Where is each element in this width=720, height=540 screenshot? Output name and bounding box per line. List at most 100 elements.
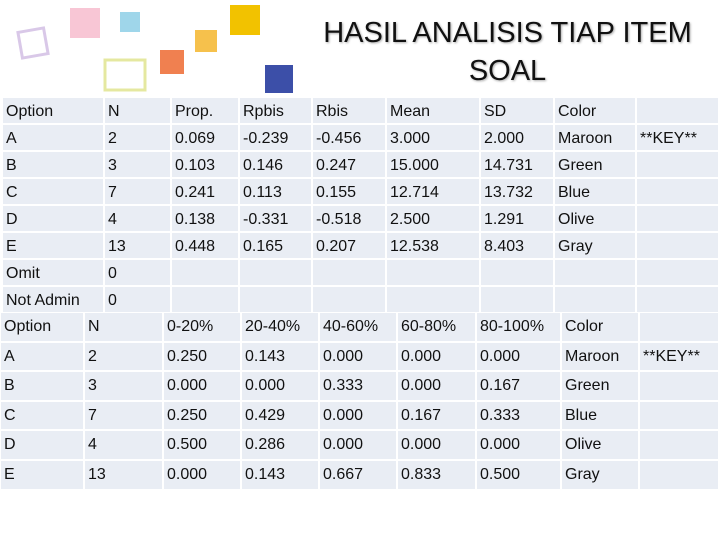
- header-cell: 20-40%: [245, 318, 301, 335]
- table-cell: A: [6, 130, 17, 147]
- cell-background: [481, 125, 553, 150]
- table-cell: Gray: [558, 238, 593, 255]
- table-cell: 0.113: [243, 184, 282, 201]
- cell-background: [1, 372, 83, 400]
- cell-background: [477, 313, 560, 341]
- table-cell: 0.167: [401, 406, 442, 424]
- cell-background: [398, 401, 475, 430]
- table-cell: Gray: [565, 466, 600, 483]
- header-cell: Rpbis: [243, 103, 284, 120]
- cell-background: [240, 287, 311, 312]
- cell-background: [1, 431, 83, 459]
- header-cell: Option: [6, 103, 54, 120]
- cell-background: [481, 260, 553, 285]
- cell-background: [3, 260, 103, 285]
- table-cell: 2: [88, 347, 97, 365]
- table-cell: 3.000: [390, 130, 431, 147]
- cell-background: [242, 372, 318, 400]
- cell-background: [172, 206, 238, 231]
- table-cell: Blue: [565, 406, 598, 424]
- table-cell: E: [4, 466, 15, 483]
- cell-background: [172, 179, 238, 204]
- cell-background: [85, 461, 162, 489]
- table-cell: 0.146: [243, 157, 284, 174]
- table-cell: 0.500: [167, 436, 208, 454]
- cell-background: [242, 401, 318, 430]
- cell-background: [105, 152, 170, 177]
- cell-background: [481, 287, 553, 312]
- cell-background: [164, 372, 240, 400]
- cell-background: [240, 152, 311, 177]
- table-cell: 13: [108, 238, 126, 255]
- table-cell: 0.333: [323, 377, 364, 395]
- cell-background: [105, 206, 170, 231]
- cell-background: [172, 125, 238, 150]
- table-cell: 3: [108, 157, 117, 174]
- cell-background: [562, 372, 638, 400]
- cell-background: [313, 179, 385, 204]
- cell-background: [320, 461, 396, 489]
- cell-background: [562, 342, 638, 371]
- cell-background: [481, 179, 553, 204]
- table-cell: 7: [108, 184, 117, 201]
- cell-background: [172, 98, 238, 123]
- header-cell: Color: [565, 318, 604, 335]
- cell-background: [240, 206, 311, 231]
- table-cell: 2.500: [390, 211, 431, 228]
- cell-background: [164, 431, 240, 459]
- header-cell: 40-60%: [323, 318, 379, 335]
- cell-background: [562, 313, 638, 341]
- cell-background: [313, 152, 385, 177]
- cell-background: [637, 98, 718, 123]
- cell-background: [387, 179, 479, 204]
- table-cell: 0.250: [167, 406, 208, 424]
- table-cell: 0: [108, 292, 117, 309]
- table-cell: 0.000: [480, 436, 521, 454]
- cell-background: [477, 342, 560, 371]
- cell-background: [105, 287, 170, 312]
- table-cell: 0.833: [401, 466, 442, 483]
- cell-background: [477, 401, 560, 430]
- header-cell: 80-100%: [480, 318, 545, 335]
- table-cell: 0.167: [480, 377, 521, 395]
- cell-background: [240, 260, 311, 285]
- cell-background: [85, 372, 162, 400]
- table-cell: 14.731: [484, 157, 533, 174]
- cell-background: [172, 233, 238, 258]
- cell-background: [164, 342, 240, 371]
- cell-background: [637, 125, 718, 150]
- table-cell: 0.448: [175, 238, 216, 255]
- table-cell: 2: [108, 130, 117, 147]
- cell-background: [387, 206, 479, 231]
- cell-background: [562, 431, 638, 459]
- table-cell: 0.165: [243, 238, 284, 255]
- table-cell: Olive: [565, 436, 602, 454]
- table-cell: 0.000: [401, 347, 442, 365]
- cell-background: [1, 401, 83, 430]
- table-cell: E: [6, 238, 17, 255]
- table-cell: 0.333: [480, 406, 521, 424]
- cell-background: [242, 313, 318, 341]
- cell-background: [105, 260, 170, 285]
- table-cell: **KEY**: [643, 347, 700, 365]
- cell-background: [387, 152, 479, 177]
- cell-background: [477, 372, 560, 400]
- cell-background: [172, 260, 238, 285]
- cell-background: [640, 313, 718, 341]
- cell-background: [242, 342, 318, 371]
- table-cell: 0.000: [401, 377, 442, 395]
- cell-background: [481, 98, 553, 123]
- table-cell: Maroon: [565, 347, 620, 365]
- table-cell: 4: [108, 211, 117, 228]
- cell-background: [555, 260, 635, 285]
- cell-background: [398, 431, 475, 459]
- cell-background: [164, 313, 240, 341]
- cell-background: [398, 372, 475, 400]
- table-cell: 15.000: [390, 157, 439, 174]
- table-cell: 2.000: [484, 130, 525, 147]
- cell-background: [320, 342, 396, 371]
- cell-background: [85, 431, 162, 459]
- header-cell: 60-80%: [401, 318, 457, 335]
- cell-background: [477, 431, 560, 459]
- cell-background: [320, 431, 396, 459]
